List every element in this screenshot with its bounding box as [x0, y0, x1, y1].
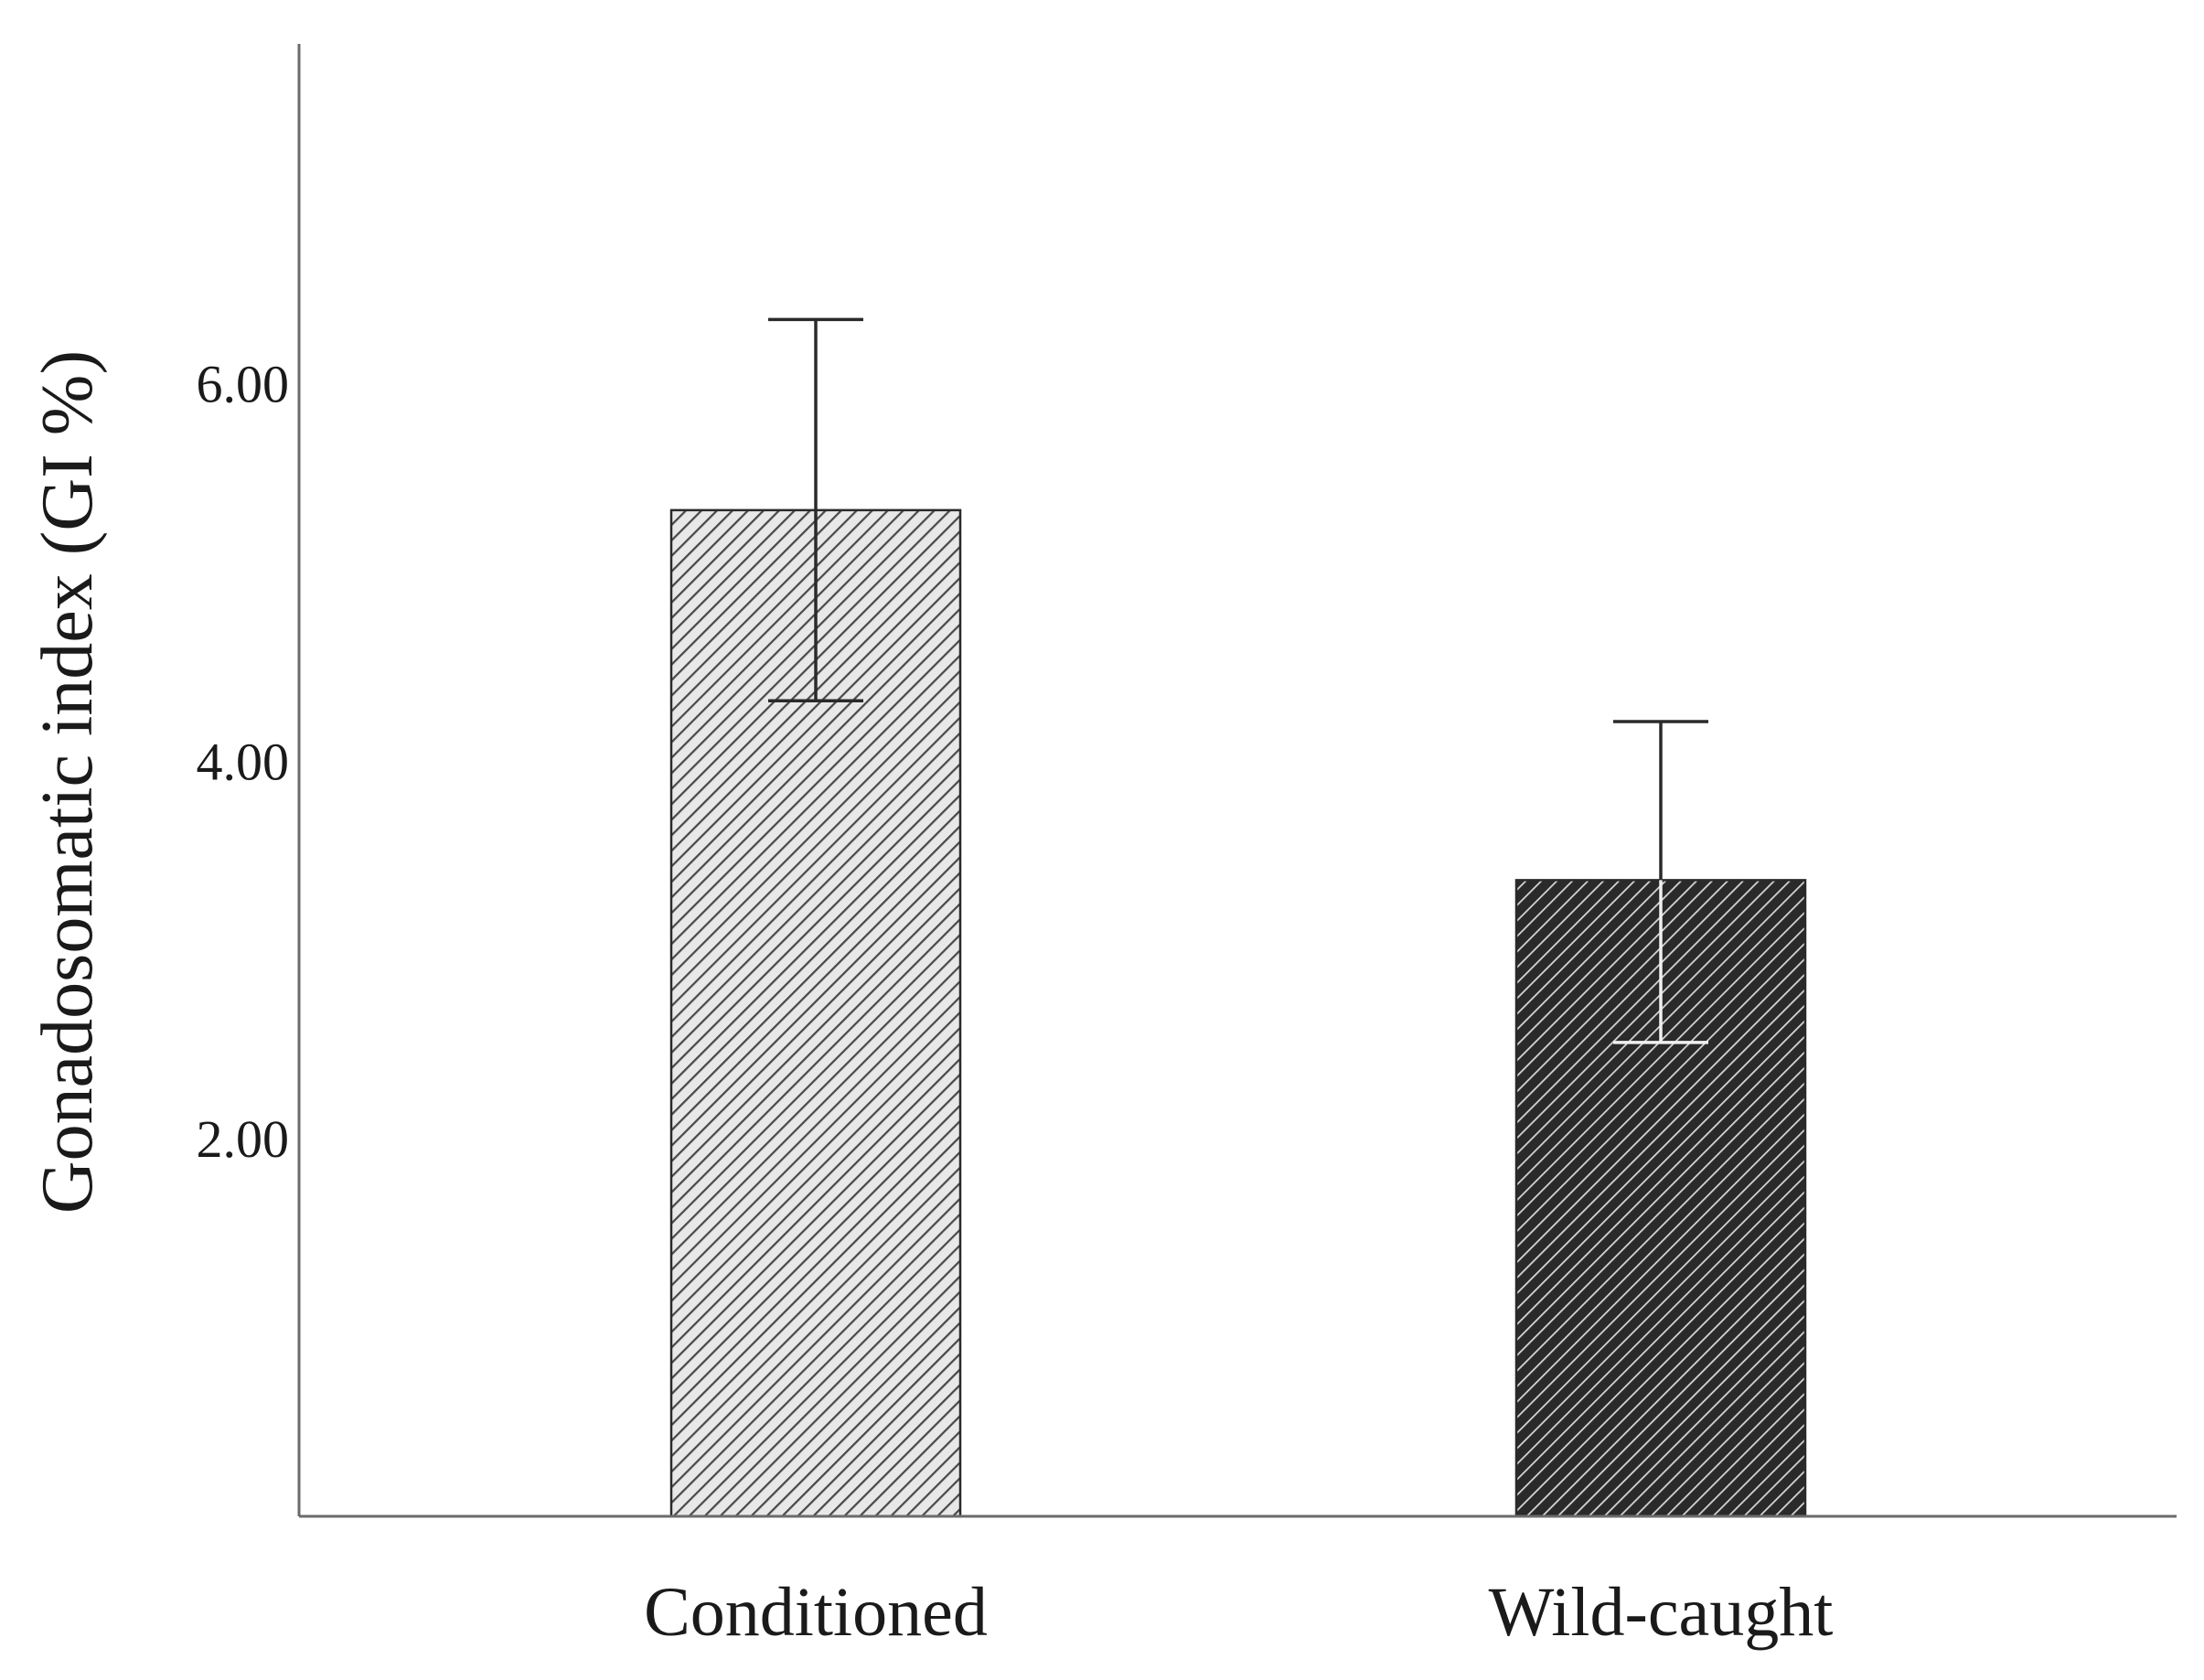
y-tick-label: 4.00 [197, 732, 290, 791]
y-axis-title: Gonadosomatic index (GI %) [27, 350, 108, 1214]
y-tick-label: 6.00 [197, 355, 290, 414]
y-tick-label: 2.00 [197, 1109, 290, 1169]
error-bars [768, 317, 1708, 1044]
y-tick-labels: 2.00 4.00 6.00 [197, 355, 290, 1170]
x-category-label: Wild-caught [1489, 1574, 1834, 1651]
category-labels: Conditioned Wild-caught [644, 1574, 1833, 1651]
x-category-label: Conditioned [644, 1574, 988, 1651]
bars [669, 508, 1807, 1518]
